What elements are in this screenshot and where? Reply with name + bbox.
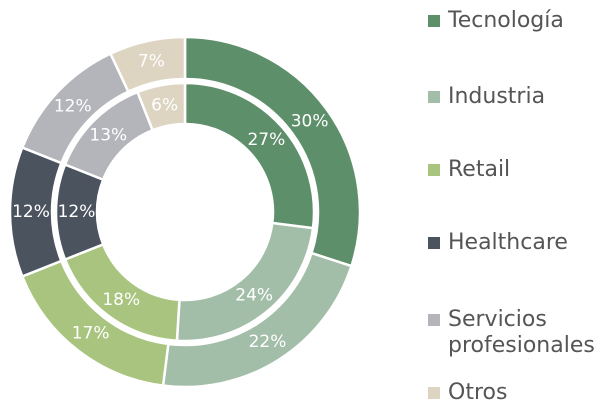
legend-item: Retail	[428, 157, 510, 183]
data-label: 12%	[12, 202, 50, 222]
doughnut-chart: 30% 22% 17% 12% 12% 7% 27% 24% 18% 12% 13% 6%	[8, 35, 362, 389]
data-label: 12%	[58, 202, 96, 222]
legend-swatch	[428, 314, 440, 326]
data-label: 22%	[249, 332, 287, 352]
data-label: 6%	[151, 95, 178, 115]
legend-label: Tecnología	[448, 8, 564, 33]
legend-swatch	[428, 15, 440, 27]
legend-item: Healthcare	[428, 230, 568, 256]
legend-label: Servicios profesionales	[448, 307, 595, 358]
legend-item: Industria	[428, 84, 545, 110]
legend-item: Servicios profesionales	[428, 307, 606, 359]
data-label: 24%	[235, 286, 273, 306]
doughnut-segment	[108, 35, 187, 94]
doughnut-segment	[135, 81, 187, 132]
data-label: 13%	[89, 125, 127, 145]
data-label: 30%	[291, 111, 329, 131]
legend-item: Otros	[428, 380, 507, 402]
data-label: 18%	[102, 290, 140, 310]
legend-swatch	[428, 164, 440, 176]
legend-label: Retail	[448, 157, 511, 182]
legend-swatch	[428, 91, 440, 103]
legend-label: Otros	[448, 380, 508, 402]
legend-item: Tecnología	[428, 8, 564, 34]
legend-swatch	[428, 237, 440, 249]
legend-swatch	[428, 387, 440, 399]
data-label: 27%	[247, 130, 285, 150]
data-label: 7%	[138, 52, 165, 72]
legend-label: Industria	[448, 84, 546, 109]
data-label: 12%	[54, 97, 92, 117]
legend-label: Healthcare	[448, 230, 568, 255]
data-label: 17%	[72, 324, 110, 344]
